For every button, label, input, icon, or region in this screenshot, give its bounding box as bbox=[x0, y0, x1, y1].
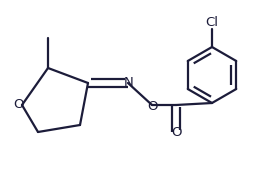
Text: O: O bbox=[147, 100, 157, 112]
Text: O: O bbox=[171, 127, 181, 139]
Text: O: O bbox=[14, 98, 24, 112]
Text: N: N bbox=[124, 77, 134, 89]
Text: Cl: Cl bbox=[205, 16, 218, 28]
